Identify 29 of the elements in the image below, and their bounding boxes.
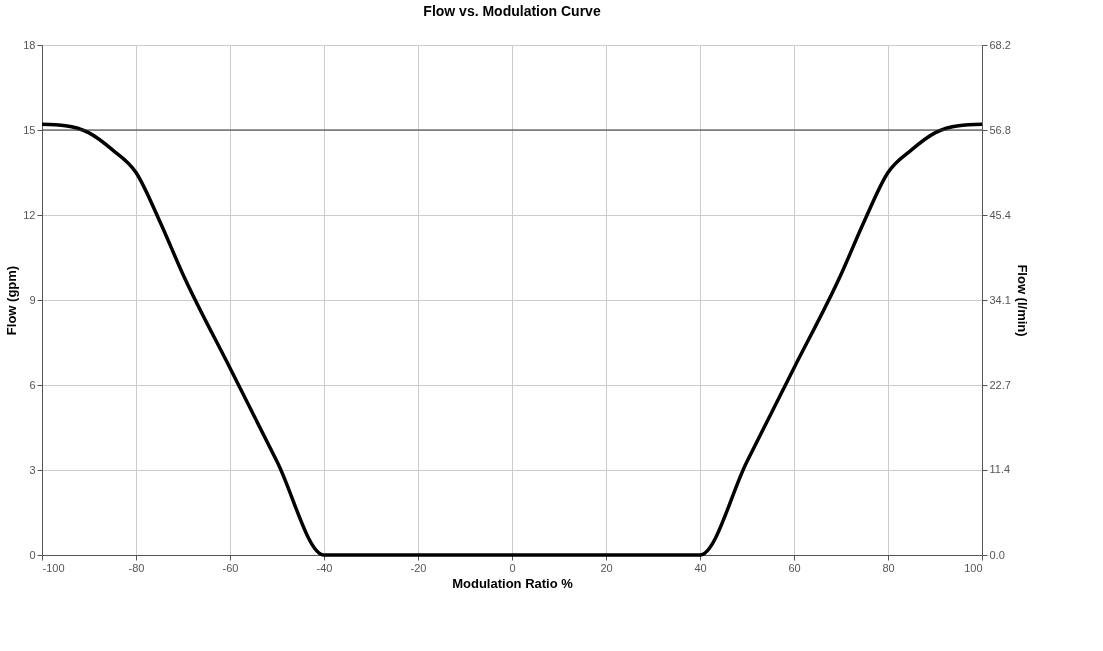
x-tick-label: 100 <box>964 561 983 574</box>
x-axis-title: Modulation Ratio % <box>452 575 574 591</box>
y2-tick-label: 0.0 <box>989 548 1005 561</box>
x-tick-label: 0 <box>509 561 516 574</box>
chart-title: Flow vs. Modulation Curve <box>423 3 601 19</box>
x-tick-label: -60 <box>222 561 239 574</box>
y2-tick-label: 56.8 <box>989 123 1011 136</box>
x-tick-label: 60 <box>788 561 801 574</box>
y-tick-label: 9 <box>29 293 36 306</box>
x-tick-label: -100 <box>42 561 65 574</box>
y-tick-label: 6 <box>29 378 36 391</box>
y2-tick-label: 34.1 <box>989 293 1011 306</box>
y2-axis-title: Flow (l/min) <box>1014 264 1030 337</box>
x-tick-label: -40 <box>316 561 333 574</box>
x-tick-label: 20 <box>600 561 613 574</box>
y2-tick-label: 11.4 <box>989 463 1011 476</box>
x-tick-label: 40 <box>694 561 707 574</box>
x-tick-label: -20 <box>410 561 427 574</box>
y-tick-label: 18 <box>23 38 36 51</box>
y-tick-label: 0 <box>29 548 36 561</box>
y2-tick-label: 22.7 <box>989 378 1011 391</box>
y2-tick-label: 45.4 <box>989 209 1011 221</box>
y-tick-label: 12 <box>23 208 36 221</box>
x-tick-label: 80 <box>882 561 895 574</box>
y-tick-label: 3 <box>29 463 36 476</box>
x-tick-label: -80 <box>128 561 145 574</box>
y-tick-label: 15 <box>23 123 36 136</box>
y-axis-title: Flow (gpm) <box>4 265 20 336</box>
y2-tick-label: 68.2 <box>989 38 1011 51</box>
